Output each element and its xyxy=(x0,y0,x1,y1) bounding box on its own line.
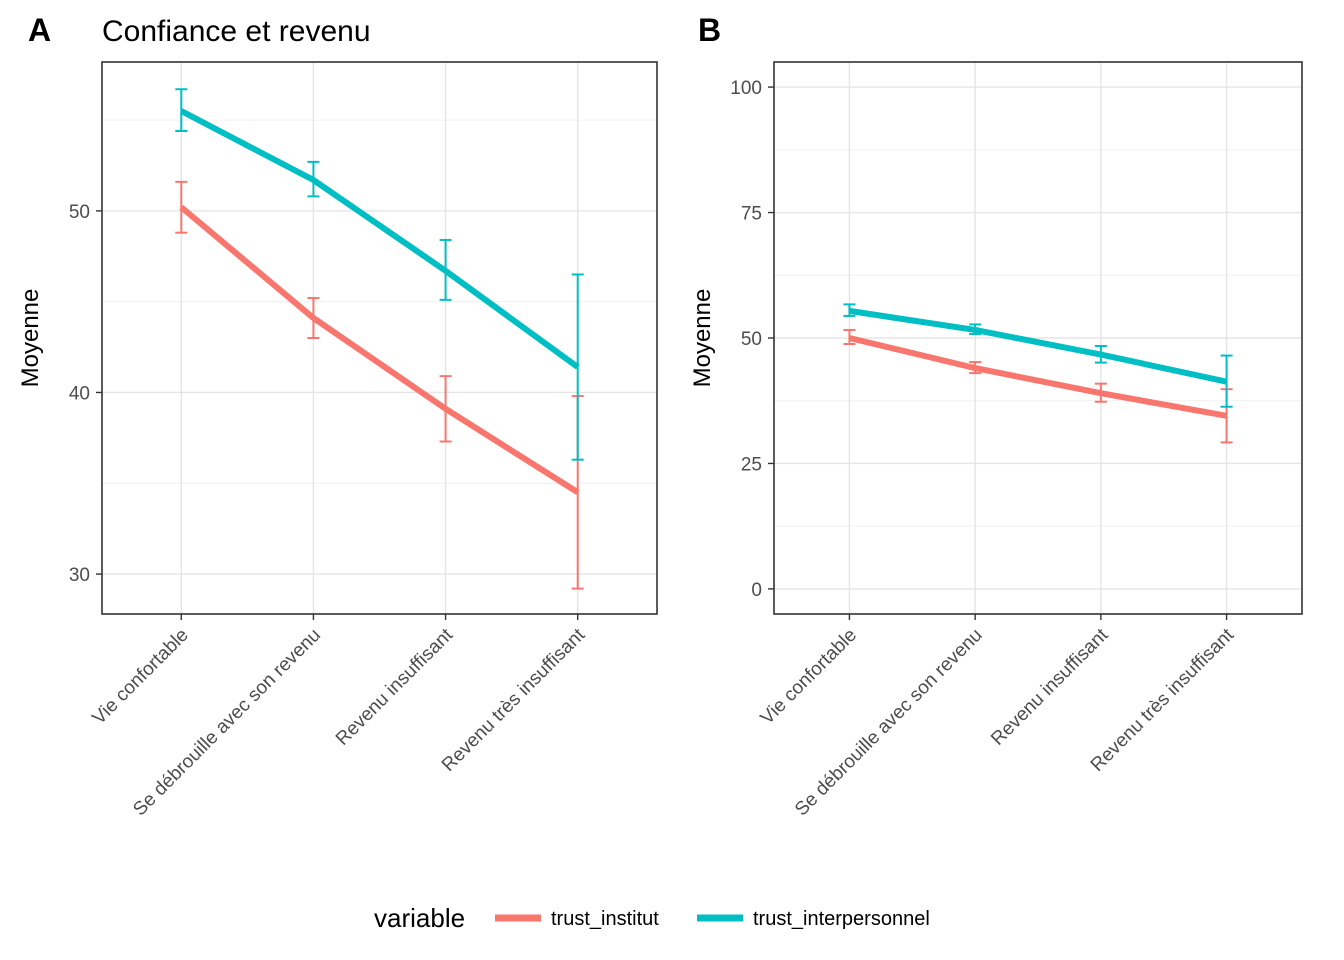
legend-title: variable xyxy=(374,903,465,933)
y-tick-label: 50 xyxy=(741,329,762,350)
error-bar xyxy=(307,297,320,339)
legend-item: trust_institut xyxy=(495,908,659,930)
x-tick-label: Revenu très insuffisant xyxy=(1087,624,1239,776)
error-bar xyxy=(843,328,856,346)
error-bar xyxy=(175,180,188,234)
panel-A: A Confiance et revenu 30 40 50 Vie confortabl… xyxy=(17,12,658,820)
panel-label: A xyxy=(28,12,51,48)
series-line-trust_institut xyxy=(848,335,1228,419)
error-bar xyxy=(1220,354,1233,408)
y-tick-label: 0 xyxy=(751,580,762,601)
error-bar xyxy=(1094,382,1107,403)
y-tick-label: 30 xyxy=(69,565,90,586)
error-bar xyxy=(843,303,856,317)
error-bar xyxy=(1094,345,1107,364)
y-tick-label: 100 xyxy=(730,78,762,99)
series-line-trust_institut xyxy=(179,204,580,495)
error-bar xyxy=(439,238,452,301)
y-tick-label: 25 xyxy=(741,454,762,475)
y-tick-label: 40 xyxy=(69,383,90,404)
legend-label: trust_interpersonnel xyxy=(753,908,930,930)
legend-item: trust_interpersonnel xyxy=(697,908,930,930)
error-bar xyxy=(969,323,982,335)
x-tick-label: Vie confortable xyxy=(757,625,861,729)
y-axis-title: Moyenne xyxy=(17,289,44,388)
legend: variable trust_institut trust_interpersonn… xyxy=(374,903,930,933)
error-bar xyxy=(571,273,584,461)
error-bar xyxy=(175,88,188,132)
x-tick-label: Revenu insuffisant xyxy=(987,624,1113,750)
series-line-trust_interpersonnel xyxy=(179,108,580,370)
panel-border xyxy=(101,61,658,615)
panel-label: B xyxy=(698,12,721,48)
y-axis-title: Moyenne xyxy=(689,289,716,388)
error-bar xyxy=(307,160,320,198)
panel-title: Confiance et revenu xyxy=(102,15,371,48)
y-tick-label: 75 xyxy=(741,204,762,225)
error-bar xyxy=(969,361,982,375)
series-line-trust_interpersonnel xyxy=(848,307,1228,385)
error-bar xyxy=(439,375,452,443)
legend-label: trust_institut xyxy=(551,908,659,930)
x-tick-label: Vie confortable xyxy=(89,625,193,729)
x-tick-label: Revenu très insuffisant xyxy=(438,624,590,776)
y-tick-label: 50 xyxy=(69,202,90,223)
x-tick-label: Revenu insuffisant xyxy=(332,624,458,750)
